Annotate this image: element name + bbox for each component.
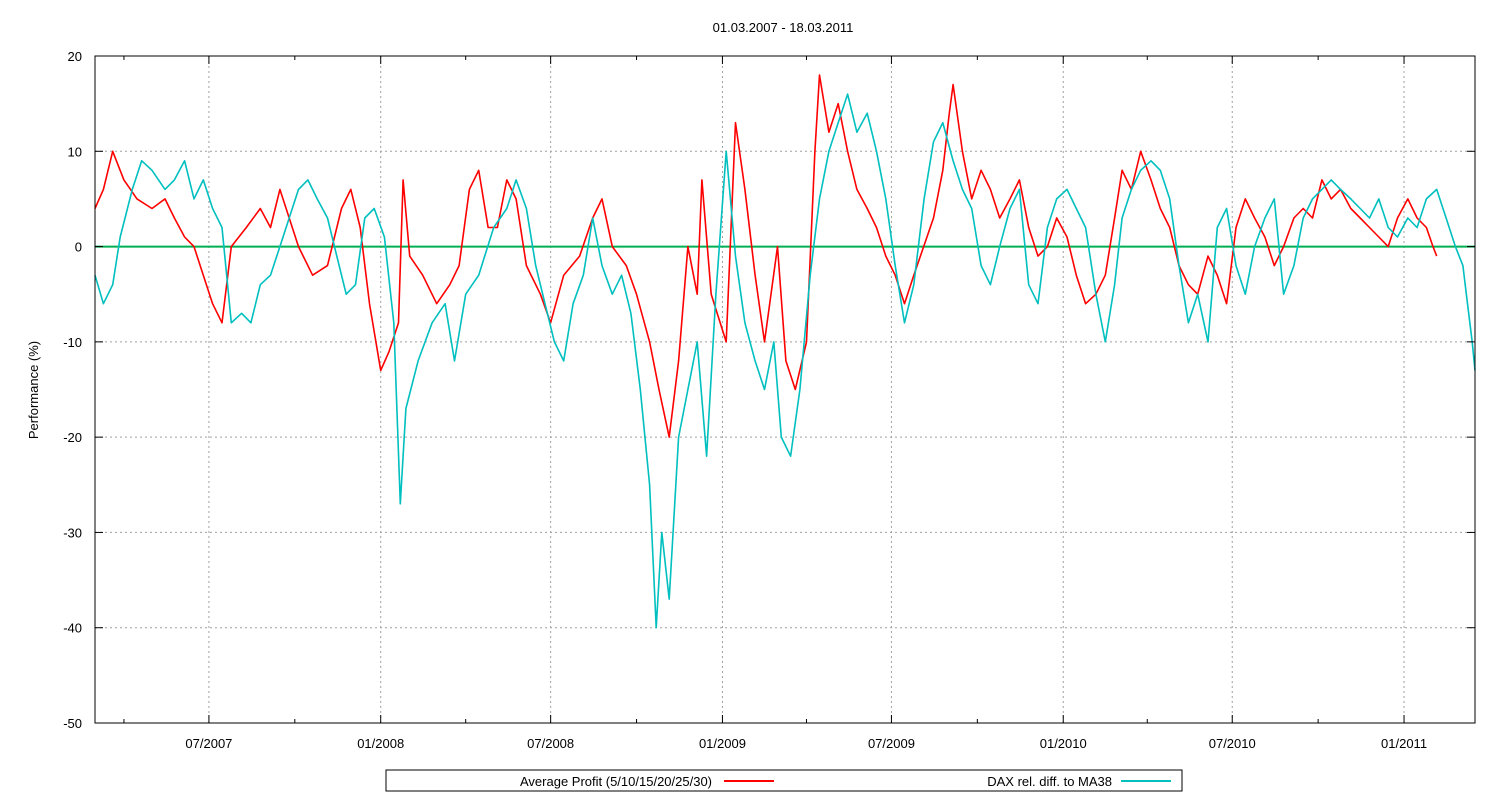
legend-label-average-profit: Average Profit (5/10/15/20/25/30) bbox=[520, 774, 712, 789]
y-tick-label: -40 bbox=[63, 621, 82, 636]
x-tick-label: 07/2010 bbox=[1209, 736, 1256, 751]
legend: Average Profit (5/10/15/20/25/30) DAX re… bbox=[385, 769, 1183, 792]
y-tick-label: -10 bbox=[63, 335, 82, 350]
x-tick-label: 01/2009 bbox=[699, 736, 746, 751]
x-tick-label: 01/2011 bbox=[1381, 736, 1427, 751]
chart-title: 01.03.2007 - 18.03.2011 bbox=[713, 20, 854, 35]
axis-ticks: 20 10 0 -10 -20 -30 -40 -50 07/2007 01/2008 07/200… bbox=[63, 49, 1475, 751]
legend-label-dax: DAX rel. diff. to MA38 bbox=[987, 774, 1112, 789]
plot-frame bbox=[94, 55, 1476, 724]
x-tick-label: 07/2007 bbox=[185, 736, 232, 751]
x-tick-label: 01/2008 bbox=[357, 736, 404, 751]
series-line-dax bbox=[94, 93, 1476, 629]
y-tick-label: 10 bbox=[68, 144, 82, 159]
y-tick-label: 20 bbox=[68, 49, 82, 64]
y-tick-label: -20 bbox=[63, 430, 82, 445]
y-tick-label: -50 bbox=[63, 716, 82, 731]
x-tick-label: 07/2008 bbox=[527, 736, 574, 751]
x-tick-label: 07/2009 bbox=[868, 736, 915, 751]
y-tick-label: 0 bbox=[75, 240, 82, 255]
y-tick-label: -30 bbox=[63, 525, 82, 540]
legend-box bbox=[385, 769, 1183, 792]
series-layer bbox=[94, 74, 1476, 629]
y-axis-label: Performance (%) bbox=[26, 341, 41, 439]
x-tick-label: 01/2010 bbox=[1040, 736, 1087, 751]
series-line-average-profit bbox=[94, 74, 1438, 438]
